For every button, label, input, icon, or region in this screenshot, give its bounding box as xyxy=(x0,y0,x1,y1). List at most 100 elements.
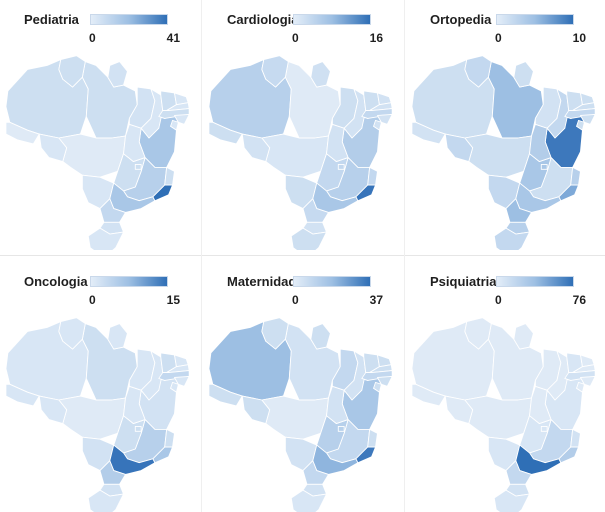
brazil-map xyxy=(411,55,596,250)
legend-max: 41 xyxy=(166,31,180,45)
legend-color-scale xyxy=(90,14,168,25)
state-rio-de-janeiro xyxy=(355,446,376,464)
legend-min: 0 xyxy=(495,31,502,45)
legend-min: 0 xyxy=(292,293,299,307)
state-amapa xyxy=(513,61,534,88)
brazil-map xyxy=(5,317,190,512)
legend-color-scale xyxy=(90,276,168,287)
map-title: Ortopedia xyxy=(430,12,492,27)
map-panel-psiquiatria: Psiquiatria 0 76 xyxy=(406,262,605,512)
state-mato-grosso xyxy=(464,133,532,178)
state-pernambuco xyxy=(564,370,596,381)
state-pernambuco xyxy=(361,370,393,381)
state-acre xyxy=(5,383,40,407)
state-distrito-federal xyxy=(337,426,345,432)
state-espirito-santo xyxy=(367,428,378,448)
state-rio-de-janeiro xyxy=(558,446,579,464)
state-rondonia xyxy=(241,395,271,424)
state-distrito-federal xyxy=(134,426,142,432)
state-rondonia xyxy=(241,133,271,162)
legend-max: 76 xyxy=(572,293,586,307)
legend-color-scale xyxy=(496,14,574,25)
legend-max: 10 xyxy=(572,31,586,45)
state-sergipe xyxy=(576,119,585,131)
state-rio-grande-do-sul xyxy=(290,489,327,512)
state-distrito-federal xyxy=(540,164,548,170)
legend-max: 15 xyxy=(166,293,180,307)
column-divider xyxy=(201,0,202,512)
legend-color-scale xyxy=(293,276,371,287)
state-mato-grosso xyxy=(261,395,329,440)
state-roraima xyxy=(261,55,289,88)
state-espirito-santo xyxy=(164,166,175,186)
state-rio-grande-do-sul xyxy=(87,227,124,250)
state-amapa xyxy=(310,323,331,350)
state-roraima xyxy=(58,55,86,88)
brazil-map xyxy=(208,55,393,250)
state-pernambuco xyxy=(564,108,596,119)
brazil-map xyxy=(411,317,596,512)
state-espirito-santo xyxy=(367,166,378,186)
state-pernambuco xyxy=(158,370,190,381)
state-rondonia xyxy=(444,395,474,424)
map-panel-ortopedia: Ortopedia 0 10 xyxy=(406,0,605,250)
map-panel-oncologia: Oncologia 0 15 xyxy=(0,262,200,512)
legend-min: 0 xyxy=(495,293,502,307)
state-rio-de-janeiro xyxy=(558,184,579,202)
map-title: Pediatria xyxy=(24,12,79,27)
state-mato-grosso xyxy=(58,133,126,178)
map-title: Psiquiatria xyxy=(430,274,497,289)
state-roraima xyxy=(58,317,86,350)
brazil-map xyxy=(5,55,190,250)
state-acre xyxy=(411,121,446,145)
state-acre xyxy=(411,383,446,407)
state-roraima xyxy=(464,55,492,88)
brazil-map xyxy=(208,317,393,512)
legend-color-scale xyxy=(293,14,371,25)
state-sergipe xyxy=(373,119,382,131)
state-rio-de-janeiro xyxy=(355,184,376,202)
legend-color-scale xyxy=(496,276,574,287)
state-amapa xyxy=(107,61,128,88)
state-pernambuco xyxy=(158,108,190,119)
legend-min: 0 xyxy=(89,31,96,45)
column-divider xyxy=(404,0,405,512)
state-mato-grosso xyxy=(58,395,126,440)
state-rondonia xyxy=(444,133,474,162)
state-rio-de-janeiro xyxy=(152,446,173,464)
legend-min: 0 xyxy=(292,31,299,45)
state-rio-grande-do-sul xyxy=(290,227,327,250)
state-sergipe xyxy=(170,119,179,131)
state-distrito-federal xyxy=(134,164,142,170)
state-espirito-santo xyxy=(570,428,581,448)
state-roraima xyxy=(464,317,492,350)
legend-max: 37 xyxy=(369,293,383,307)
state-mato-grosso xyxy=(261,133,329,178)
map-title: Maternidade xyxy=(227,274,304,289)
state-amapa xyxy=(310,61,331,88)
state-sergipe xyxy=(576,381,585,393)
state-sergipe xyxy=(373,381,382,393)
state-distrito-federal xyxy=(540,426,548,432)
state-rondonia xyxy=(38,133,68,162)
state-acre xyxy=(208,121,243,145)
state-espirito-santo xyxy=(570,166,581,186)
state-rio-grande-do-sul xyxy=(87,489,124,512)
legend-min: 0 xyxy=(89,293,96,307)
state-rio-grande-do-sul xyxy=(493,227,530,250)
state-amapa xyxy=(513,323,534,350)
state-roraima xyxy=(261,317,289,350)
map-panel-pediatria: Pediatria 0 41 xyxy=(0,0,200,250)
state-amapa xyxy=(107,323,128,350)
row-divider xyxy=(0,255,605,256)
legend-max: 16 xyxy=(369,31,383,45)
state-rio-grande-do-sul xyxy=(493,489,530,512)
state-mato-grosso xyxy=(464,395,532,440)
state-distrito-federal xyxy=(337,164,345,170)
state-sergipe xyxy=(170,381,179,393)
map-panel-maternidade: Maternidade 0 37 xyxy=(203,262,403,512)
state-rio-de-janeiro xyxy=(152,184,173,202)
state-acre xyxy=(5,121,40,145)
state-rondonia xyxy=(38,395,68,424)
